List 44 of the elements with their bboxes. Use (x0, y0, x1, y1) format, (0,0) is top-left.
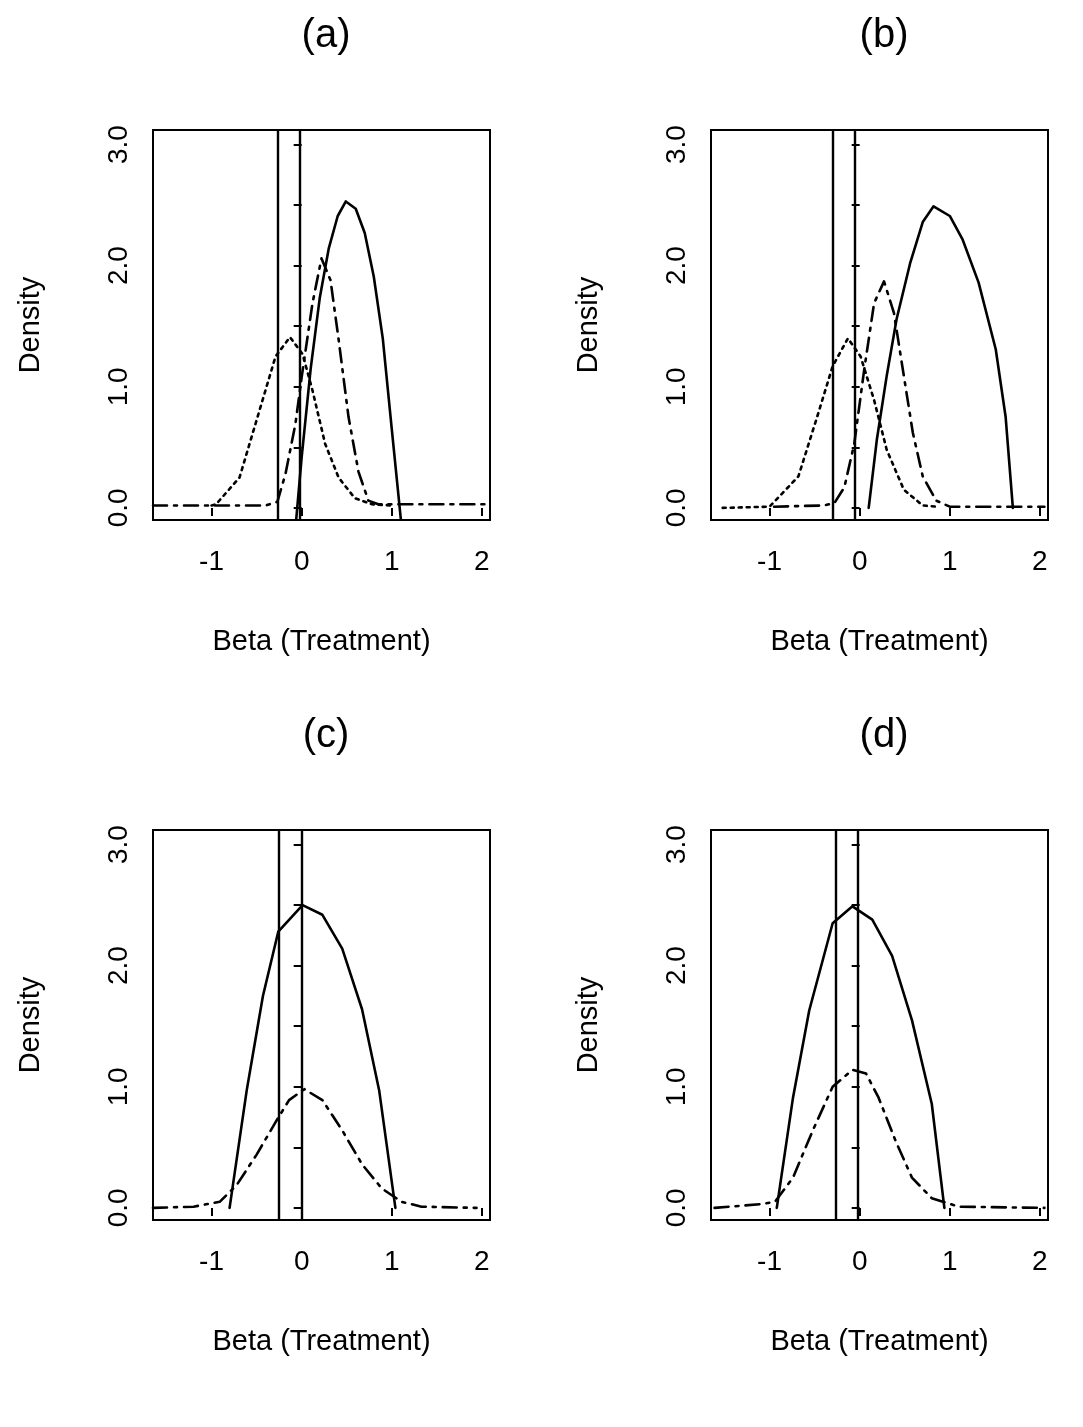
x-axis-title: Beta (Treatment) (212, 623, 431, 656)
x-tick-label: 0 (293, 544, 310, 576)
x-tick-label: 2 (1032, 1244, 1048, 1276)
x-tick-label: 1 (383, 1244, 400, 1276)
x-tick-label: -1 (199, 1244, 225, 1276)
y-tick-label: 3.0 (659, 125, 691, 164)
y-axis-title: Density (12, 276, 45, 374)
x-tick-label: 2 (1032, 544, 1048, 576)
x-axis-title: Beta (Treatment) (770, 1323, 989, 1356)
x-tick-label: 0 (851, 544, 868, 576)
x-tick-label: -1 (757, 1244, 783, 1276)
y-axis-title: Density (570, 976, 603, 1074)
x-axis-title: Beta (Treatment) (212, 1323, 431, 1356)
y-tick-label: 0.0 (101, 1188, 133, 1228)
y-tick-label: 1.0 (101, 367, 133, 407)
chart-title: (a) (301, 11, 351, 55)
y-tick-label: 0.0 (659, 1188, 691, 1228)
y-tick-label: 1.0 (101, 1067, 133, 1107)
x-tick-label: 1 (383, 544, 400, 576)
y-tick-label: 2.0 (659, 946, 691, 986)
y-tick-label: 1.0 (659, 367, 691, 407)
y-tick-label: 1.0 (659, 1067, 691, 1107)
x-tick-label: -1 (757, 544, 783, 576)
x-tick-label: 1 (941, 1244, 958, 1276)
x-tick-label: 1 (941, 544, 958, 576)
y-tick-label: 0.0 (659, 488, 691, 528)
x-tick-label: 0 (293, 1244, 310, 1276)
y-axis-title: Density (570, 276, 603, 374)
chart-title: (d) (859, 711, 909, 755)
y-axis-title: Density (12, 976, 45, 1074)
x-tick-label: 2 (474, 544, 490, 576)
y-tick-label: 2.0 (101, 246, 133, 286)
y-tick-label: 0.0 (101, 488, 133, 528)
x-tick-label: 0 (851, 1244, 868, 1276)
chart-title: (c) (302, 711, 350, 755)
y-tick-label: 2.0 (659, 246, 691, 286)
x-tick-label: -1 (199, 544, 225, 576)
y-tick-label: 3.0 (101, 825, 133, 864)
y-tick-label: 3.0 (101, 125, 133, 164)
x-tick-label: 2 (474, 1244, 490, 1276)
x-axis-title: Beta (Treatment) (770, 623, 989, 656)
chart-title: (b) (859, 11, 909, 55)
y-tick-label: 3.0 (659, 825, 691, 864)
y-tick-label: 2.0 (101, 946, 133, 986)
